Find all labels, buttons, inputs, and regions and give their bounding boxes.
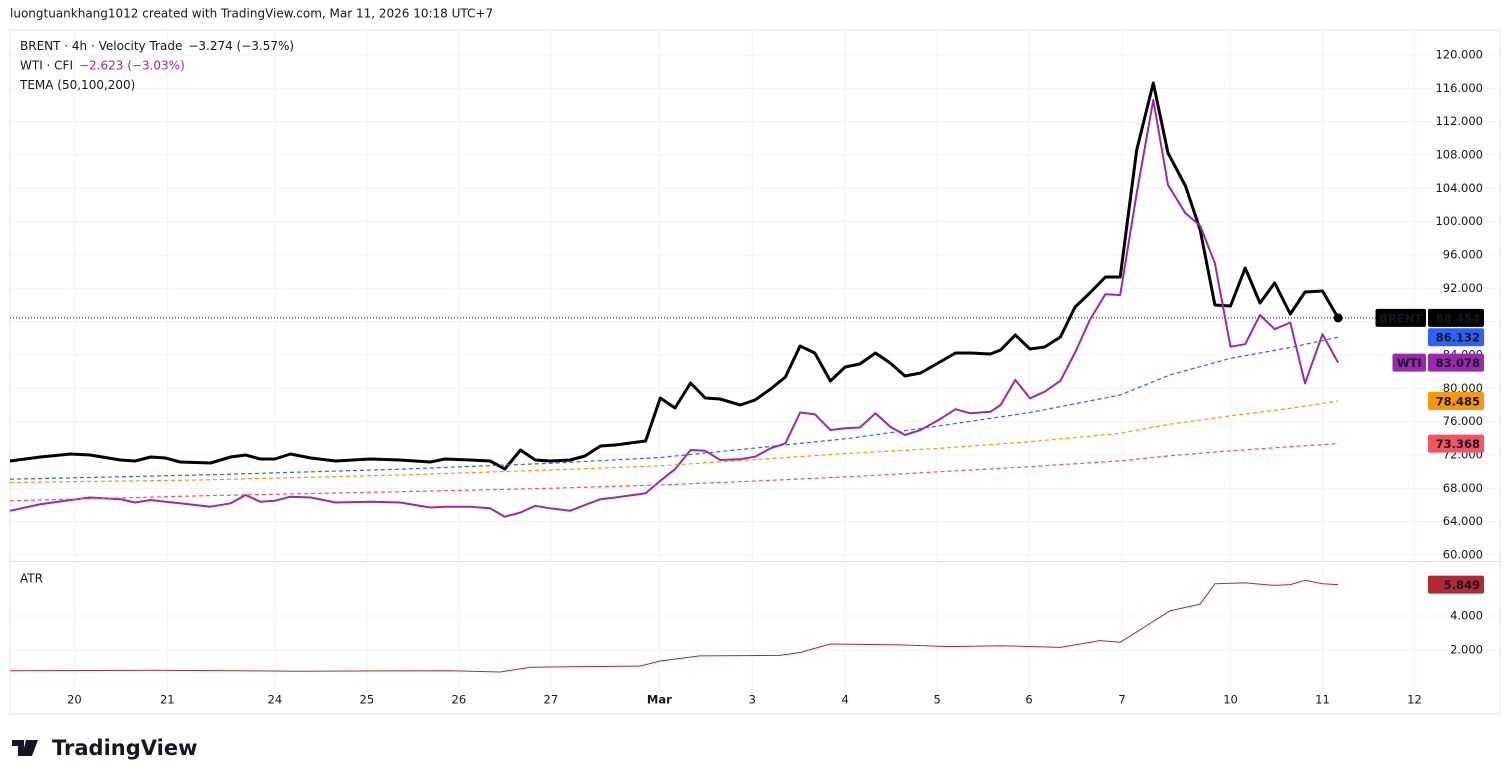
x-tick-label: 26 [452, 693, 467, 707]
chart-frame [9, 29, 1501, 715]
name-badge [1375, 308, 1426, 327]
legend-change: −3.274 (−3.57%) [188, 39, 294, 53]
last-point [1333, 313, 1343, 323]
tradingview-logo: TradingView [12, 736, 197, 760]
legend-entry: TEMA (50,100,200) [19, 78, 135, 92]
price-badge [1428, 353, 1484, 372]
logo-text: TradingView [52, 736, 197, 760]
y-tick-label: 64.000 [1443, 514, 1483, 528]
legend-name: WTI · CFI [20, 58, 73, 72]
price-badge [1428, 328, 1484, 347]
y-tick-label: 80.000 [1443, 381, 1483, 395]
x-tick-label: 4 [841, 693, 848, 707]
series-line [9, 99, 1339, 518]
snapshot-header: luongtuankhang1012 created with TradingV… [10, 7, 493, 21]
x-tick-label: Mar [647, 693, 672, 707]
series-line [9, 443, 1339, 502]
legend-name: TEMA (50,100,200) [19, 78, 135, 92]
y-tick-label: 120.000 [1435, 48, 1483, 62]
x-tick-label: 6 [1025, 693, 1032, 707]
y-tick-label: 4.000 [1450, 608, 1483, 622]
grid-layer [10, 30, 1500, 688]
name-badge [1392, 353, 1426, 372]
legend-change: −2.623 (−3.03%) [79, 58, 185, 72]
price-badge [1428, 434, 1484, 453]
price-badge [1428, 308, 1484, 327]
y-tick-label: 60.000 [1443, 548, 1483, 562]
y-tick-label: 76.000 [1443, 414, 1483, 428]
legend-entry: WTI · CFI −2.623 (−3.03%) [20, 58, 185, 72]
x-tick-label: 20 [67, 693, 82, 707]
y-tick-label: 116.000 [1435, 81, 1483, 95]
axis-layer: 60.00064.00068.00072.00076.00080.00084.0… [19, 39, 1483, 707]
x-tick-label: 10 [1223, 693, 1238, 707]
name-badge-text: WTI [1397, 356, 1422, 370]
legend-entry: BRENT · 4h · Velocity Trade −3.274 (−3.57… [20, 39, 294, 53]
legend-name: BRENT · 4h · Velocity Trade [20, 39, 182, 53]
price-badge [1428, 391, 1484, 410]
x-tick-label: 5 [933, 693, 940, 707]
x-tick-label: 27 [544, 693, 559, 707]
x-tick-label: 3 [749, 693, 756, 707]
price-badge-value: 88.454 [1436, 311, 1480, 325]
price-badge-value: 5.849 [1444, 578, 1480, 592]
y-tick-label: 2.000 [1450, 642, 1483, 656]
y-tick-label: 96.000 [1443, 248, 1483, 262]
y-tick-label: 100.000 [1435, 214, 1483, 228]
y-tick-label: 104.000 [1435, 181, 1483, 195]
x-tick-label: 7 [1118, 693, 1125, 707]
series-line [9, 336, 1339, 480]
price-badge-value: 78.485 [1436, 394, 1480, 408]
series-line [9, 400, 1339, 484]
badge-layer: 88.454 BRENT 83.078 WTI 86.132 78.485 73.368 5.… [1375, 308, 1484, 594]
price-badge [1428, 575, 1484, 594]
x-tick-label: 11 [1315, 693, 1330, 707]
y-tick-label: 108.000 [1435, 148, 1483, 162]
series-line [9, 81, 1340, 471]
x-tick-label: 21 [160, 693, 175, 707]
x-tick-label: 25 [360, 693, 375, 707]
x-tick-label: 12 [1407, 693, 1422, 707]
series-layer [9, 81, 1420, 673]
y-tick-label: 112.000 [1435, 114, 1483, 128]
price-badge-value: 86.132 [1436, 331, 1480, 345]
pane-label: ATR [20, 572, 43, 586]
y-tick-label: 68.000 [1443, 481, 1483, 495]
series-line [9, 579, 1339, 673]
y-tick-label: 92.000 [1443, 281, 1483, 295]
logo-icon [12, 740, 38, 756]
price-badge-value: 73.368 [1436, 437, 1480, 451]
price-badge-value: 83.078 [1436, 356, 1480, 370]
x-tick-label: 24 [268, 693, 283, 707]
name-badge-text: BRENT [1379, 311, 1422, 325]
